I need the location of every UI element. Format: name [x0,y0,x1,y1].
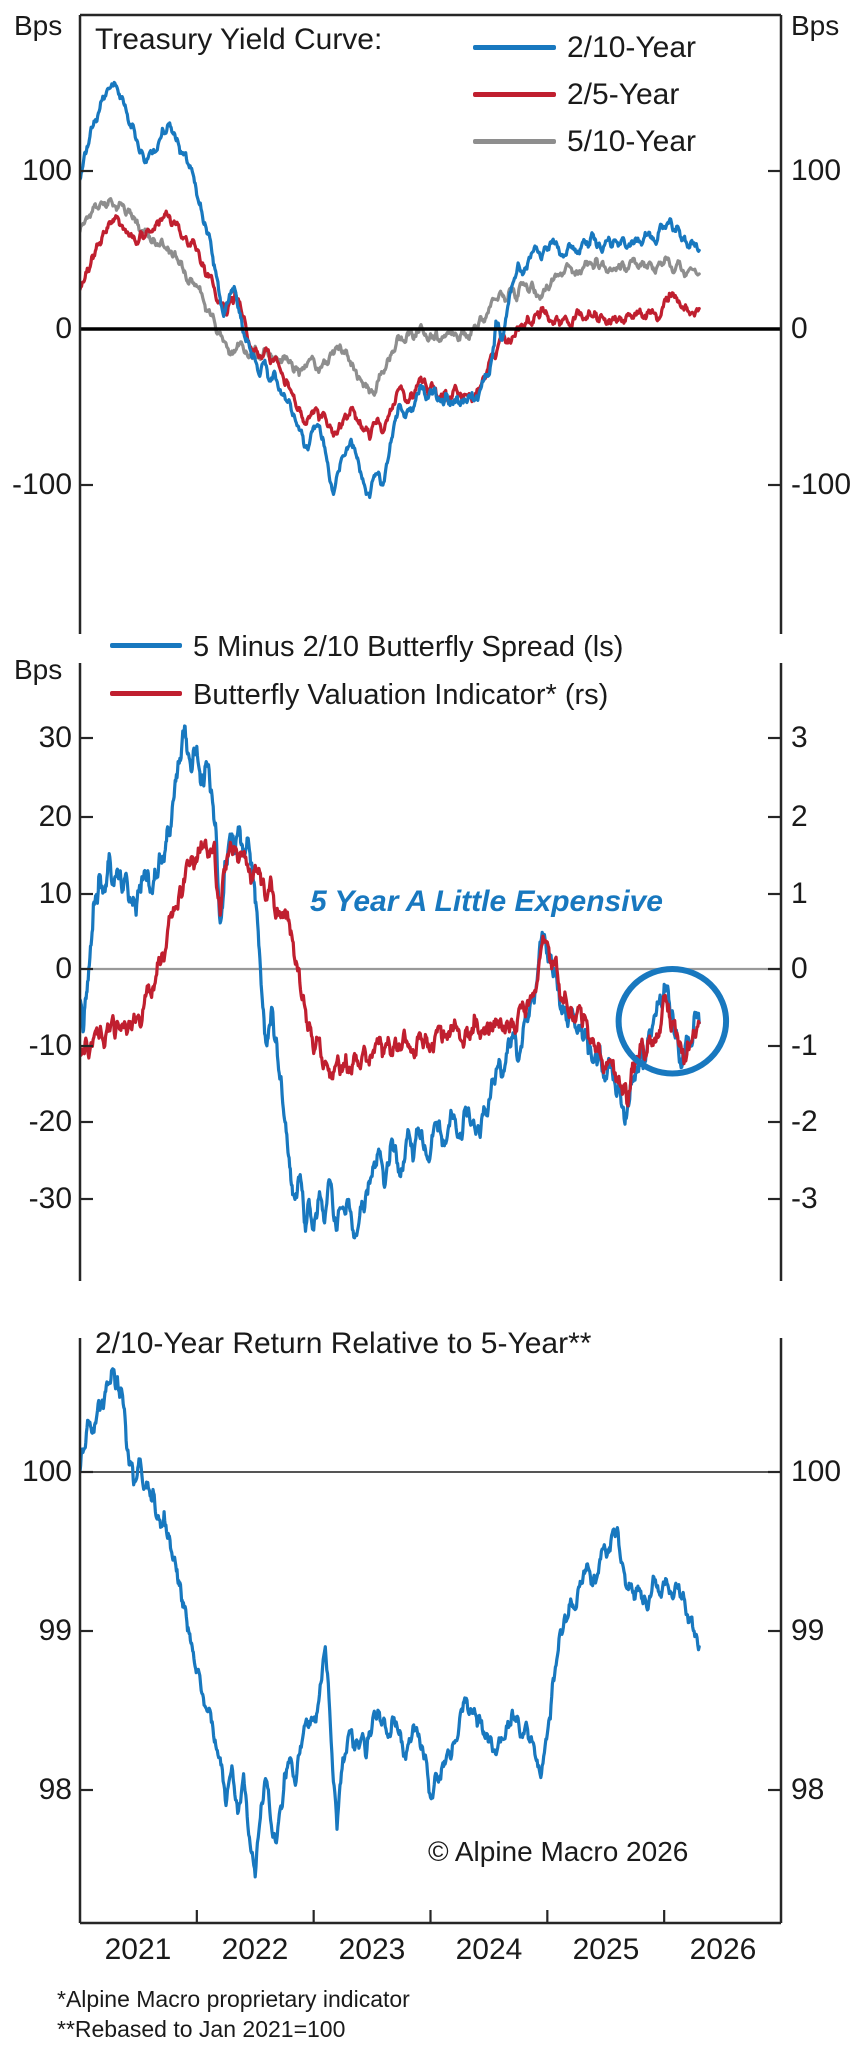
legend-label-2-5-year: 2/5-Year [567,78,680,111]
legend-swatch-2-5-year [473,92,556,97]
panel2-ytick-right-2: 2 [791,800,808,833]
panel1-ytick-right-neg100: -100 [791,468,852,501]
legend-label-valuation-indicator: Butterfly Valuation Indicator* (rs) [193,679,609,711]
panel1-unit-right: Bps [791,10,840,41]
footnote-rebased: **Rebased to Jan 2021=100 [57,2016,346,2042]
panel2-ytick-left-neg10: -10 [28,1029,72,1062]
legend-label-5-10-year: 5/10-Year [567,125,696,158]
panel2-ytick-right-0: 0 [791,952,808,985]
panel1-ytick-left-0: 0 [55,312,72,345]
panel1-ytick-left-neg100: -100 [11,468,72,501]
panel3-ytick-left-100: 100 [21,1455,72,1488]
panel2-ytick-left-0: 0 [55,952,72,985]
panel2-unit-left: Bps [14,654,63,685]
xtick-2023: 2023 [338,1933,406,1966]
legend-label-2-10-year: 2/10-Year [567,31,696,64]
panel2-ytick-left-30: 30 [38,721,72,754]
panel2-ytick-right-neg3: -3 [791,1182,818,1215]
xtick-2022: 2022 [221,1933,289,1966]
legend-swatch-2-10-year [473,45,556,50]
panel1-title: Treasury Yield Curve: [95,23,383,56]
xtick-2026: 2026 [689,1933,757,1966]
panel3-ytick-left-99: 99 [38,1614,72,1647]
panel3-title: 2/10-Year Return Relative to 5-Year** [95,1327,592,1360]
panel3-ytick-right-99: 99 [791,1614,825,1647]
panel3-ytick-right-98: 98 [791,1773,825,1806]
xtick-2025: 2025 [572,1933,640,1966]
panel2-ytick-right-3: 3 [791,721,808,754]
panel2-ytick-left-20: 20 [38,800,72,833]
panel3-ytick-left-98: 98 [38,1773,72,1806]
panel2-ytick-left-10: 10 [38,877,72,910]
panel1-unit-left: Bps [14,10,63,41]
panel3-ytick-right-100: 100 [791,1455,842,1488]
legend-swatch-valuation-indicator [110,691,182,696]
copyright-text: © Alpine Macro 2026 [428,1836,689,1867]
legend-label-butterfly-spread: 5 Minus 2/10 Butterfly Spread (ls) [193,631,624,663]
panel2-ytick-left-neg30: -30 [28,1182,72,1215]
panel2-ytick-left-neg20: -20 [28,1105,72,1138]
panel1-ytick-left-100: 100 [21,154,72,187]
xtick-2021: 2021 [104,1933,172,1966]
legend-swatch-butterfly-spread [110,643,182,648]
footnote-proprietary-indicator: *Alpine Macro proprietary indicator [57,1986,410,2012]
panel2-ytick-right-neg2: -2 [791,1105,818,1138]
panel1-ytick-right-100: 100 [791,154,842,187]
legend-swatch-5-10-year [473,139,556,144]
panel2-ytick-right-1: 1 [791,877,808,910]
panel2-ytick-right-neg1: -1 [791,1029,818,1062]
xtick-2024: 2024 [455,1933,523,1966]
panel1-ytick-right-0: 0 [791,312,808,345]
annotation-5-year-expensive: 5 Year A Little Expensive [310,885,663,918]
